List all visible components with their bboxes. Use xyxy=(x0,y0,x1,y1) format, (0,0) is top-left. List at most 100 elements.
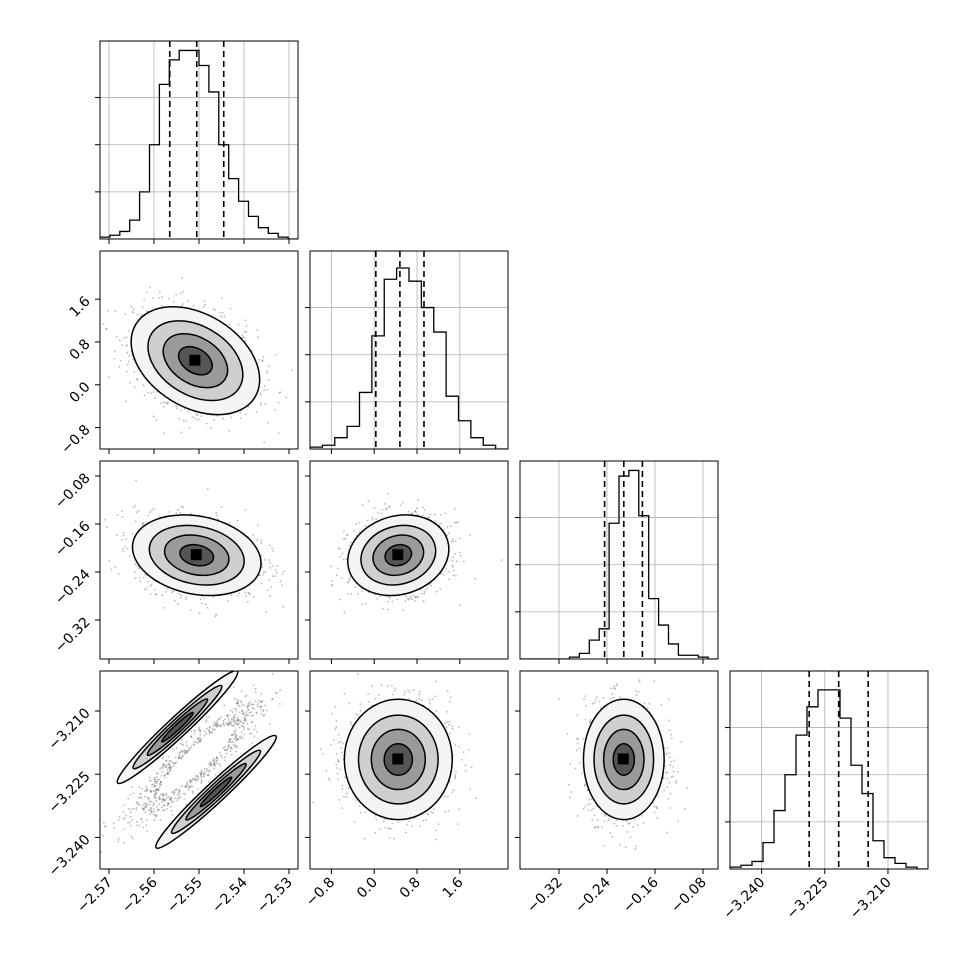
scatter-point xyxy=(166,401,169,404)
scatter-point xyxy=(239,417,242,420)
scatter-point xyxy=(250,721,253,724)
scatter-point xyxy=(103,518,106,521)
scatter-point xyxy=(414,595,417,598)
scatter-point xyxy=(414,599,417,602)
scatter-point xyxy=(131,311,134,313)
scatter-point xyxy=(240,735,243,738)
scatter-point xyxy=(341,742,344,745)
scatter-point xyxy=(163,799,166,801)
scatter-point xyxy=(190,730,193,733)
scatter-point xyxy=(126,370,128,373)
scatter-point xyxy=(154,589,156,591)
scatter-point xyxy=(356,673,359,675)
scatter-point xyxy=(228,744,230,746)
scatter-point xyxy=(666,786,669,788)
scatter-point xyxy=(672,766,675,768)
scatter-point xyxy=(337,760,340,763)
scatter-panel-3-0 xyxy=(95,670,299,870)
scatter-point xyxy=(186,751,189,753)
scatter-point xyxy=(234,733,237,735)
scatter-point xyxy=(566,733,569,735)
scatter-point xyxy=(440,514,442,516)
scatter-point xyxy=(188,426,191,429)
scatter-point xyxy=(585,704,587,707)
scatter-point xyxy=(193,729,196,732)
scatter-point xyxy=(596,826,599,829)
scatter-point xyxy=(338,799,341,801)
scatter-point xyxy=(391,822,394,825)
scatter-point xyxy=(350,541,352,544)
scatter-point xyxy=(217,723,220,726)
scatter-point xyxy=(222,719,225,722)
scatter-point xyxy=(405,831,407,834)
scatter-point xyxy=(167,802,170,804)
scatter-point xyxy=(379,828,382,831)
scatter-point xyxy=(237,719,239,721)
scatter-point xyxy=(235,707,238,710)
scatter-point xyxy=(132,506,135,509)
scatter-point xyxy=(138,803,141,806)
histogram-step xyxy=(730,689,928,869)
scatter-point xyxy=(367,693,370,695)
scatter-point xyxy=(251,706,254,709)
scatter-point xyxy=(635,694,638,696)
scatter-point xyxy=(162,763,165,765)
scatter-point xyxy=(236,720,239,723)
scatter-point xyxy=(135,807,138,809)
scatter-point xyxy=(668,729,671,732)
scatter-point xyxy=(353,821,356,823)
scatter-point xyxy=(121,548,124,551)
scatter-point xyxy=(143,802,146,805)
scatter-point xyxy=(133,807,136,810)
scatter-point xyxy=(167,803,170,805)
scatter-point xyxy=(183,749,185,752)
scatter-point xyxy=(423,592,426,595)
scatter-point xyxy=(160,781,162,783)
scatter-point xyxy=(393,837,395,840)
scatter-point xyxy=(157,787,160,790)
scatter-point xyxy=(155,788,158,791)
histogram-panel-2 xyxy=(515,460,719,660)
scatter-point xyxy=(187,299,190,302)
scatter-point xyxy=(196,741,199,744)
scatter-point xyxy=(205,769,208,772)
scatter-point xyxy=(138,824,141,827)
scatter-point xyxy=(346,592,349,595)
scatter-point xyxy=(589,721,591,724)
scatter-point xyxy=(245,325,248,327)
scatter-point xyxy=(200,415,203,417)
scatter-point xyxy=(451,791,453,794)
scatter-point xyxy=(274,575,277,578)
scatter-point xyxy=(236,702,239,704)
scatter-point xyxy=(253,595,256,598)
scatter-point xyxy=(192,304,195,307)
scatter-point xyxy=(407,510,410,513)
scatter-point xyxy=(244,720,247,722)
scatter-point xyxy=(178,790,180,793)
scatter-point xyxy=(236,719,239,721)
scatter-point xyxy=(358,805,361,807)
scatter-point xyxy=(241,709,243,712)
scatter-point xyxy=(137,803,140,806)
scatter-point xyxy=(387,600,389,603)
scatter-point xyxy=(588,798,591,801)
scatter-point xyxy=(136,824,138,826)
scatter-point xyxy=(584,784,587,786)
scatter-point xyxy=(262,709,265,712)
scatter-point xyxy=(358,531,361,533)
scatter-point xyxy=(337,778,339,781)
scatter-point xyxy=(349,721,352,723)
scatter-point xyxy=(673,759,676,762)
scatter-point xyxy=(224,746,226,748)
scatter-point xyxy=(213,764,216,767)
scatter-point xyxy=(454,507,456,510)
scatter-point xyxy=(194,776,197,779)
scatter-point xyxy=(432,808,435,811)
scatter-point xyxy=(131,819,134,821)
scatter-point xyxy=(640,814,643,817)
scatter-point xyxy=(243,713,246,716)
scatter-point xyxy=(163,799,166,802)
scatter-point xyxy=(117,840,120,843)
scatter-point xyxy=(416,513,419,516)
